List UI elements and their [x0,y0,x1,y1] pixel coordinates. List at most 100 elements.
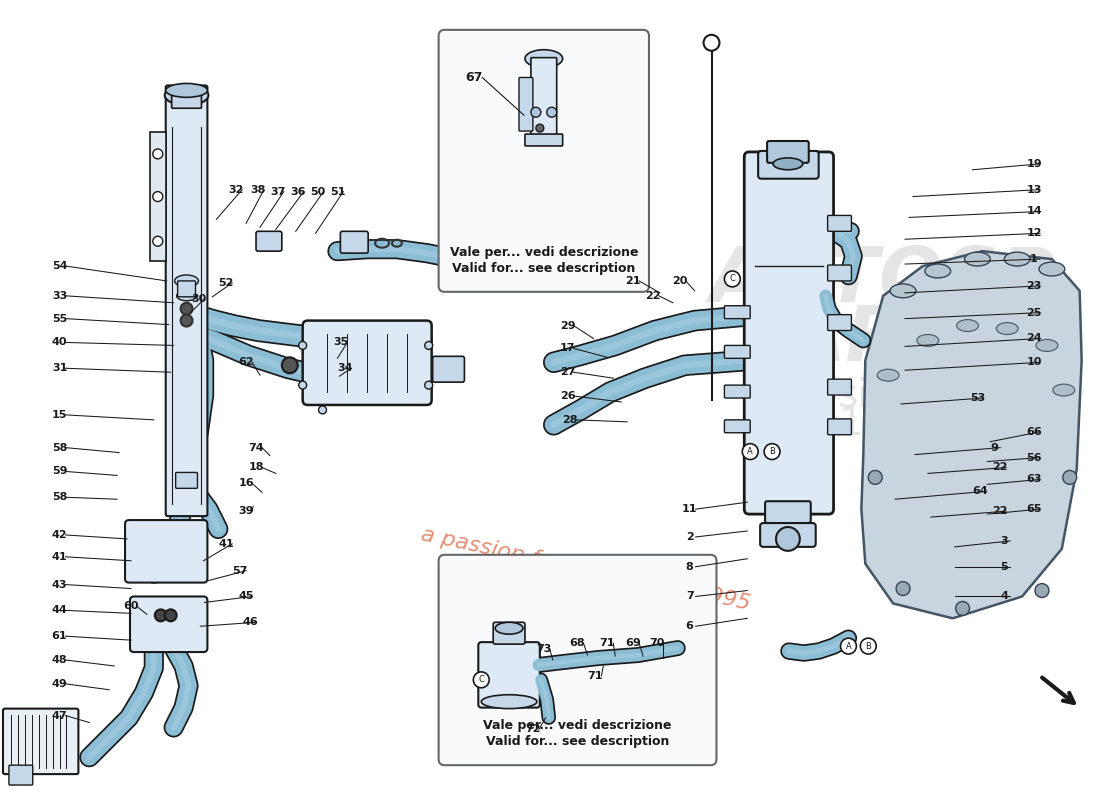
Circle shape [896,582,910,595]
Ellipse shape [773,158,803,170]
Circle shape [742,444,758,459]
Text: 50: 50 [310,186,326,197]
Text: C: C [729,274,735,283]
Ellipse shape [890,284,916,298]
Text: 15: 15 [52,410,67,420]
Text: 55: 55 [52,314,67,324]
Text: 30: 30 [190,294,206,304]
FancyBboxPatch shape [725,306,750,318]
Text: 22: 22 [992,506,1008,516]
Text: 16: 16 [239,478,254,488]
Circle shape [764,444,780,459]
Text: 73: 73 [536,644,551,654]
FancyBboxPatch shape [725,385,750,398]
Ellipse shape [175,275,198,287]
Ellipse shape [1036,339,1058,351]
FancyBboxPatch shape [827,265,851,281]
FancyBboxPatch shape [531,58,557,141]
Circle shape [776,527,800,551]
Ellipse shape [997,322,1019,334]
Circle shape [319,406,327,414]
Text: 20: 20 [672,276,688,286]
Text: 71: 71 [600,638,615,648]
FancyBboxPatch shape [766,502,811,523]
Text: 19: 19 [1026,159,1042,169]
Text: 63: 63 [1026,474,1042,484]
Text: 43: 43 [52,579,67,590]
FancyBboxPatch shape [130,597,208,652]
Text: 45: 45 [239,591,254,602]
Text: Vale per... vedi descrizione: Vale per... vedi descrizione [450,246,638,258]
Text: 47: 47 [52,710,67,721]
Circle shape [299,342,307,350]
Text: 59: 59 [52,466,67,477]
Text: 31: 31 [52,363,67,374]
Text: 65: 65 [1026,504,1042,514]
Text: A: A [747,447,754,456]
Circle shape [155,610,167,622]
Text: 2: 2 [685,532,694,542]
Text: 39: 39 [239,506,254,516]
Circle shape [180,302,192,314]
Text: 10: 10 [1026,358,1042,367]
FancyBboxPatch shape [827,215,851,231]
FancyBboxPatch shape [9,765,33,785]
Circle shape [704,35,719,50]
Ellipse shape [965,252,990,266]
Text: 7: 7 [685,591,694,602]
Text: 28: 28 [562,415,578,425]
Ellipse shape [957,320,978,331]
Text: 11: 11 [682,504,697,514]
Text: 8: 8 [685,562,694,572]
Circle shape [1035,583,1049,598]
FancyBboxPatch shape [525,134,563,146]
FancyBboxPatch shape [340,231,368,253]
Text: B: B [866,642,871,650]
Text: 21: 21 [626,276,641,286]
FancyBboxPatch shape [760,523,816,547]
Text: ARTS: ARTS [788,303,1009,378]
Text: 51: 51 [330,186,345,197]
Text: 37: 37 [271,186,286,197]
Text: 53: 53 [970,393,986,403]
Text: 18: 18 [249,462,264,473]
Text: 38: 38 [251,185,266,194]
Text: 61: 61 [52,631,67,641]
FancyBboxPatch shape [827,314,851,330]
Text: 70: 70 [649,638,664,648]
Text: Vale per... vedi descrizione: Vale per... vedi descrizione [483,719,672,732]
Circle shape [165,610,177,622]
Ellipse shape [925,264,950,278]
Text: AUTOSP: AUTOSP [711,244,1056,318]
Ellipse shape [877,370,899,381]
Text: 60: 60 [123,602,139,611]
FancyBboxPatch shape [493,622,525,644]
Text: 58: 58 [52,442,67,453]
Text: 40: 40 [52,338,67,347]
Text: 41: 41 [219,539,234,549]
Text: 69: 69 [625,638,641,648]
Text: 4: 4 [1000,591,1009,602]
FancyBboxPatch shape [767,141,808,163]
Text: 14: 14 [1026,206,1042,217]
Text: 57: 57 [232,566,248,576]
Text: 3: 3 [1000,536,1008,546]
Text: 1: 1 [1030,254,1038,264]
FancyBboxPatch shape [478,642,540,708]
FancyBboxPatch shape [519,78,532,131]
Circle shape [153,192,163,202]
Ellipse shape [1053,384,1075,396]
Circle shape [725,271,740,287]
Text: 17: 17 [560,343,575,354]
Circle shape [473,672,490,688]
Text: 71: 71 [587,671,603,681]
FancyBboxPatch shape [172,91,201,108]
Text: 68: 68 [570,638,585,648]
Text: 67: 67 [465,71,483,84]
Circle shape [153,236,163,246]
FancyBboxPatch shape [256,231,282,251]
Text: 12: 12 [1026,228,1042,238]
Text: 41: 41 [52,552,67,562]
Text: 26: 26 [560,391,575,401]
Circle shape [1063,470,1077,484]
